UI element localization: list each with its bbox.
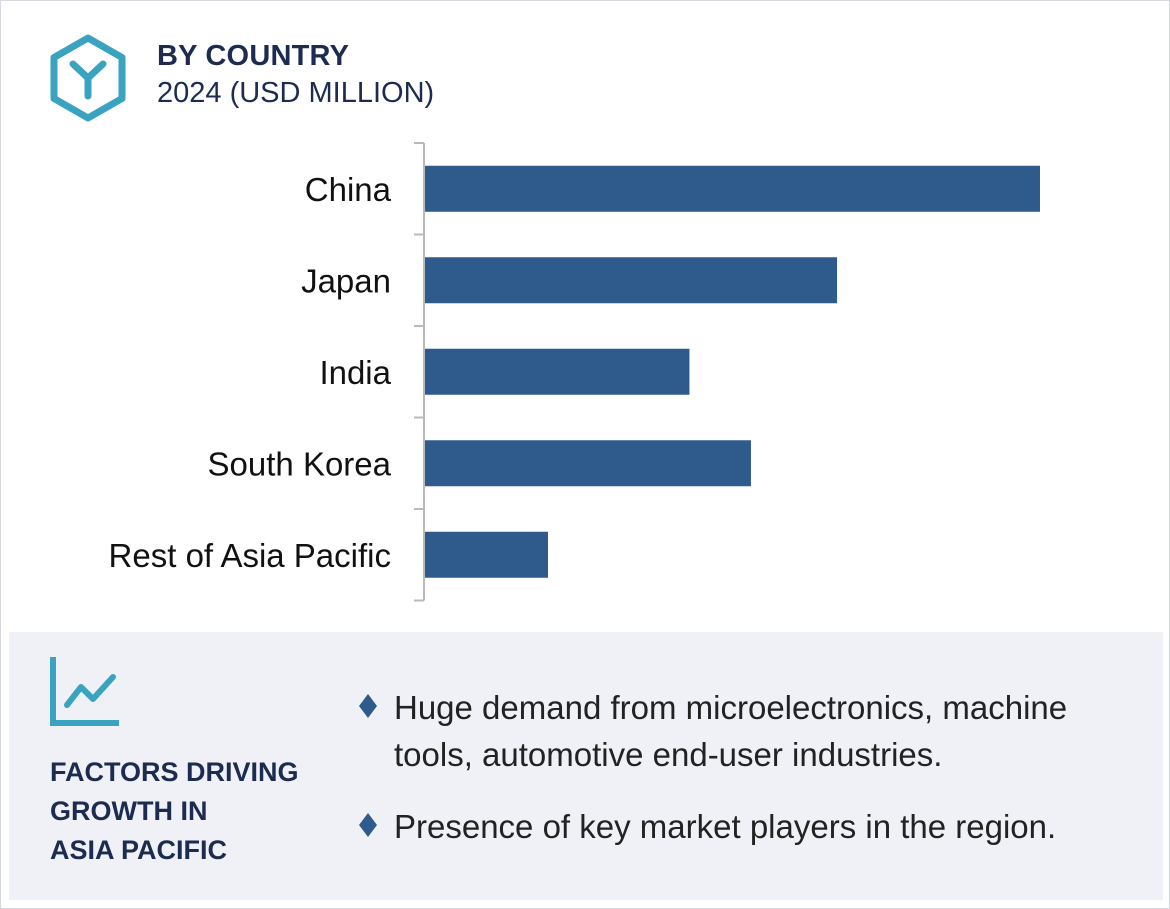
bar (425, 440, 751, 487)
chart-subtitle: 2024 (USD MILLION) (157, 77, 435, 109)
chart-title: BY COUNTRY (157, 40, 350, 72)
list-item: Huge demand from microelectronics, machi… (357, 684, 1147, 778)
hexagon-y-logo-icon (50, 34, 126, 122)
bar-chart: China Japan India South Korea Rest of Asia P… (109, 142, 1040, 602)
category-label: China (305, 171, 392, 208)
line-chart-icon (50, 657, 119, 726)
diamond-bullet-icon (359, 813, 377, 837)
growth-factors-panel: FACTORS DRIVING GROWTH IN ASIA PACIFIC H… (9, 632, 1163, 900)
bar (425, 531, 548, 578)
category-label: Japan (301, 262, 391, 299)
factors-heading-line: FACTORS DRIVING (50, 757, 299, 787)
bar (425, 165, 1040, 212)
bar (425, 257, 838, 304)
factors-heading-line: GROWTH IN (50, 796, 208, 826)
category-label: South Korea (208, 445, 392, 482)
category-label: India (319, 354, 391, 391)
list-item: Presence of key market players in the re… (357, 803, 1147, 850)
diamond-bullet-icon (359, 694, 377, 718)
bullet-text: Huge demand from microelectronics, machi… (394, 689, 1068, 773)
factors-heading: FACTORS DRIVING GROWTH IN ASIA PACIFIC (50, 753, 330, 870)
factors-list: Huge demand from microelectronics, machi… (357, 684, 1147, 875)
category-label: Rest of Asia Pacific (109, 537, 391, 574)
factors-heading-line: ASIA PACIFIC (50, 835, 228, 865)
bar (425, 348, 690, 395)
bullet-text: Presence of key market players in the re… (394, 808, 1057, 845)
